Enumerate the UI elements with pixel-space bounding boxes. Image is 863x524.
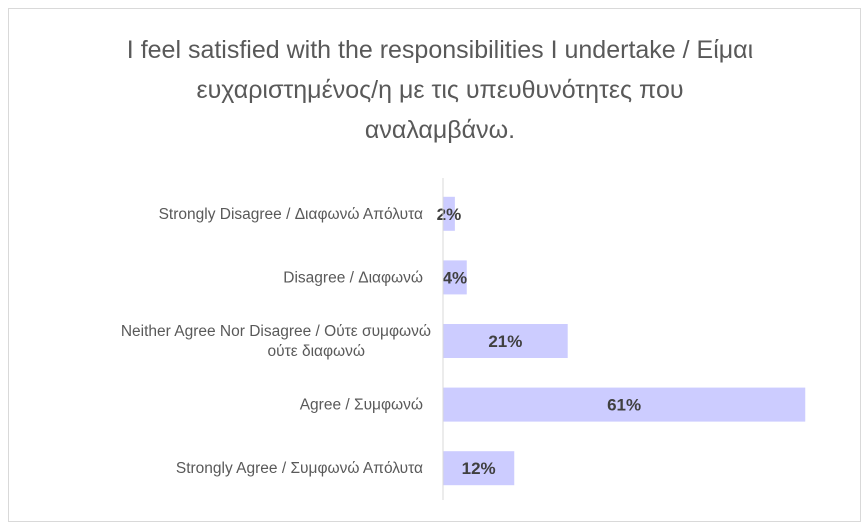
category-label-4: Agree / Συμφωνώ [300, 397, 423, 414]
chart-title: I feel satisfied with the responsibiliti… [126, 36, 754, 144]
bar-1 [443, 196, 455, 231]
category-label-line: Neither Agree Nor Disagree / Ούτε συμφων… [121, 323, 431, 340]
category-label-line: ούτε διαφωνώ [268, 343, 365, 360]
bar-5 [443, 451, 515, 486]
category-label-2: Disagree / Διαφωνώ [283, 269, 423, 286]
data-label-2: 4% [443, 268, 468, 287]
bar-4 [443, 387, 806, 422]
bar-2 [443, 260, 467, 295]
chart-frame [8, 8, 861, 522]
data-label-5: 12% [462, 459, 496, 478]
data-label-1: 2% [437, 205, 462, 224]
category-label-5: Strongly Agree / Συμφωνώ Απόλυτα [176, 460, 423, 477]
bar-3 [443, 324, 568, 358]
category-label-1: Strongly Disagree / Διαφωνώ Απόλυτα [159, 206, 423, 223]
data-label-3: 21% [488, 332, 522, 351]
category-label-3: Neither Agree Nor Disagree / Ούτε συμφων… [121, 323, 431, 360]
data-label-4: 61% [607, 396, 641, 415]
